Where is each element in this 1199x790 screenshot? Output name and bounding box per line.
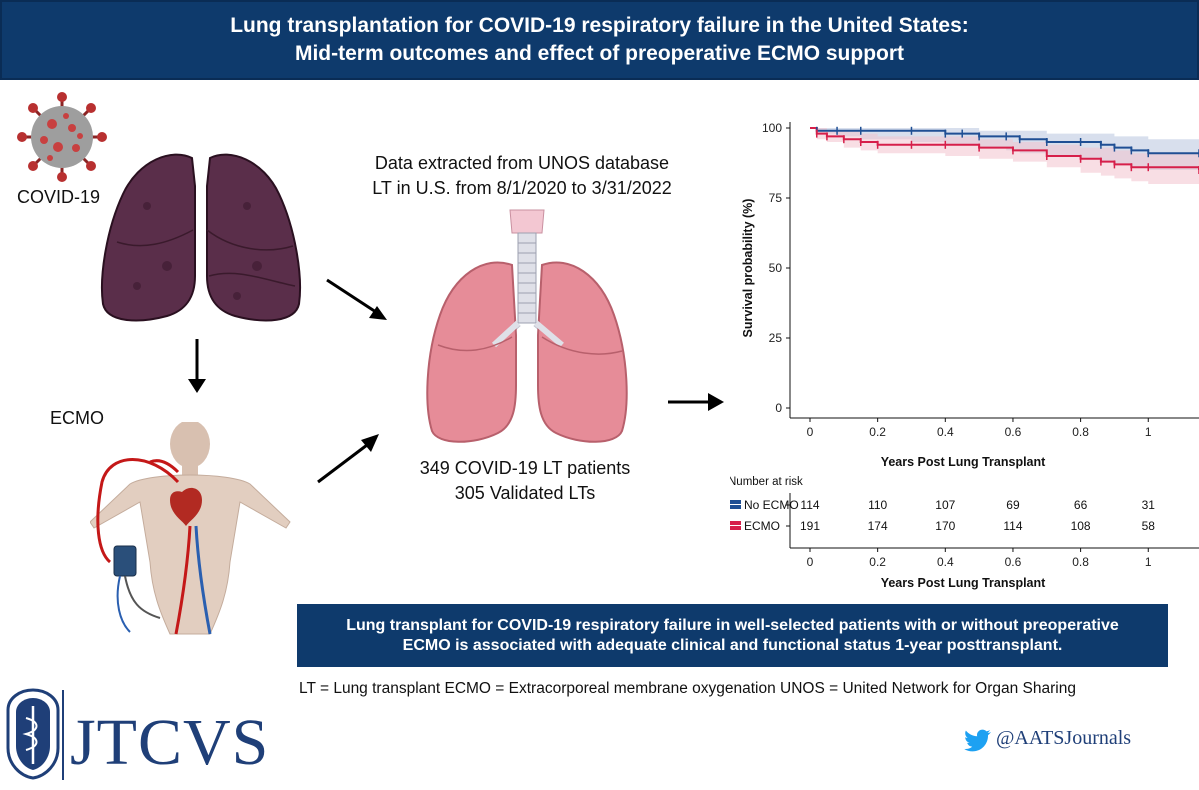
conclusion-banner: Lung transplant for COVID-19 respiratory… (297, 604, 1168, 667)
risk-x-tick-label: 0.2 (869, 555, 886, 569)
risk-value: 69 (1006, 498, 1020, 512)
x-axis: 0 0.2 0.4 0.6 0.8 1 (807, 418, 1152, 439)
ecmo-label: ECMO (50, 408, 104, 428)
x-tick-label: 0.8 (1072, 425, 1089, 439)
risk-value: 58 (1142, 519, 1156, 533)
risk-value: 114 (1003, 519, 1022, 533)
x-tick-label: 1 (1145, 425, 1152, 439)
risk-x-tick-label: 0 (807, 555, 814, 569)
risk-x-axis-label: Years Post Lung Transplant (881, 576, 1046, 590)
x-tick-label: 0 (807, 425, 814, 439)
risk-x-tick-label: 0.6 (1005, 555, 1022, 569)
chart-x-axis-label: Years Post Lung Transplant (881, 455, 1046, 469)
risk-x-axis: 0 0.2 0.4 0.6 0.8 1 (807, 548, 1152, 569)
arrow-diagonal-down-icon (326, 278, 387, 320)
risk-table-title: Number at risk (730, 476, 803, 488)
patient-count-line-2: 305 Validated LTs (454, 483, 596, 503)
y-tick-label: 50 (769, 261, 783, 275)
risk-row-name: No ECMO (744, 498, 799, 512)
risk-value: 66 (1074, 498, 1088, 512)
risk-x-tick-label: 0.8 (1072, 555, 1089, 569)
title-banner: Lung transplantation for COVID-19 respir… (0, 0, 1199, 80)
x-tick-label: 0.2 (869, 425, 886, 439)
risk-row-name: ECMO (744, 519, 780, 533)
risk-x-tick-label: 1 (1145, 555, 1152, 569)
aats-seal-icon (6, 688, 60, 780)
risk-value: 114 (800, 498, 819, 512)
censor-marks (816, 126, 1199, 174)
jtcvs-logo-text: JTCVS (70, 706, 270, 779)
risk-value: 191 (800, 519, 820, 533)
risk-value: 31 (1142, 498, 1156, 512)
risk-value: 107 (935, 498, 955, 512)
risk-value: 170 (935, 519, 955, 533)
arrow-diagonal-up-icon (317, 434, 379, 484)
patient-count-line-1: 349 COVID-19 LT patients (419, 458, 631, 478)
logo-divider (62, 690, 64, 780)
risk-x-tick-label: 0.4 (937, 555, 954, 569)
y-tick-label: 100 (762, 121, 782, 135)
x-tick-label: 0.6 (1005, 425, 1022, 439)
data-source-line-1: Data extracted from UNOS database (374, 153, 670, 173)
coronavirus-icon (17, 92, 107, 182)
risk-value: 108 (1071, 519, 1091, 533)
y-tick-label: 25 (769, 331, 783, 345)
y-tick-label: 75 (769, 191, 783, 205)
ci-band-ecmo (810, 128, 1199, 187)
curve-ecmo (810, 127, 1199, 170)
twitter-bird-icon[interactable] (962, 729, 992, 753)
healthy-lungs-icon (426, 209, 628, 443)
y-axis: 0 25 50 75 100 (762, 121, 790, 415)
patient-counts-text: 349 COVID-19 LT patients 305 Validated L… (380, 456, 670, 506)
arrow-right-icon (668, 393, 724, 411)
conclusion-line-2: ECMO is associated with adequate clinica… (402, 636, 1063, 654)
covid-label: COVID-19 (17, 187, 101, 207)
risk-value: 174 (868, 519, 888, 533)
chart-y-axis-label: Survival probability (%) (741, 199, 755, 338)
data-source-text: Data extracted from UNOS database LT in … (352, 151, 692, 201)
ecmo-patient-illustration (90, 422, 291, 635)
risk-value: 110 (868, 498, 887, 512)
conclusion-line-1: Lung transplant for COVID-19 respiratory… (346, 616, 1119, 634)
arrow-down-icon (188, 339, 206, 393)
twitter-handle[interactable]: @AATSJournals (996, 727, 1132, 749)
title-line-1: Lung transplantation for COVID-19 respir… (230, 14, 969, 37)
abbreviations-text: LT = Lung transplant ECMO = Extracorpore… (299, 680, 1076, 697)
data-source-line-2: LT in U.S. from 8/1/2020 to 3/31/2022 (372, 178, 672, 198)
survival-chart: Survival probability (%) 0 25 50 75 100 0 0.2… (730, 121, 1199, 590)
y-tick-label: 0 (775, 401, 782, 415)
diseased-lungs-icon (100, 153, 302, 322)
x-tick-label: 0.4 (937, 425, 954, 439)
title-line-2: Mid-term outcomes and effect of preopera… (294, 42, 905, 65)
